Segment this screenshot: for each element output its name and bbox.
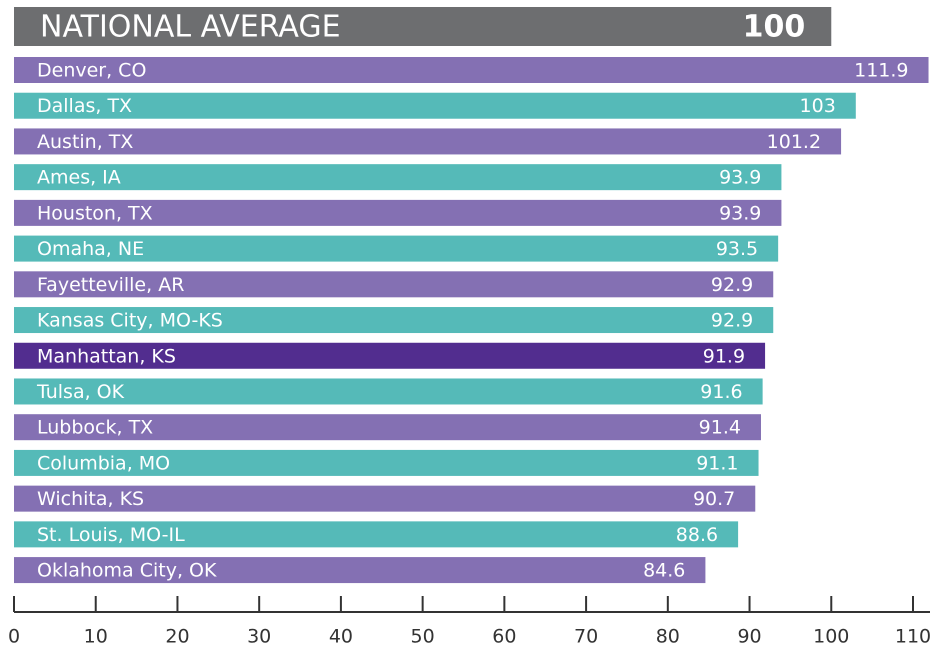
bar-label: Fayetteville, AR: [37, 274, 184, 296]
x-tick-label: 10: [84, 626, 108, 646]
x-tick-label: 0: [8, 626, 20, 646]
x-tick-label: 60: [492, 626, 516, 646]
value-label: 93.9: [719, 167, 761, 189]
value-label: 103: [800, 95, 836, 117]
bar-label: St. Louis, MO-IL: [37, 524, 185, 546]
bar-label: Ames, IA: [37, 167, 121, 189]
bar: [14, 271, 774, 298]
value-label: 91.4: [699, 417, 741, 439]
value-label: 93.5: [716, 238, 758, 260]
bar: [14, 128, 842, 155]
bar-label: Tulsa, OK: [36, 381, 125, 403]
bar-label: Lubbock, TX: [37, 417, 153, 439]
value-label: 88.6: [676, 524, 718, 546]
x-tick-label: 70: [574, 626, 598, 646]
bar-label: Houston, TX: [37, 202, 153, 224]
bar: [14, 307, 774, 334]
x-tick-label: 90: [737, 626, 761, 646]
bar-label: Omaha, NE: [37, 238, 144, 260]
bar-label: Dallas, TX: [37, 95, 132, 117]
bar: [14, 521, 739, 548]
bar: [14, 378, 763, 405]
value-label: 111.9: [854, 60, 908, 82]
x-tick-label: 40: [329, 626, 353, 646]
reference-value: 100: [743, 10, 806, 45]
bar: [14, 414, 761, 441]
bar: [14, 557, 706, 584]
bar-label: Denver, CO: [37, 60, 146, 82]
bar-label: Columbia, MO: [37, 452, 170, 474]
value-label: 91.6: [700, 381, 742, 403]
x-tick-label: 110: [895, 626, 931, 646]
x-tick-label: 20: [165, 626, 189, 646]
bar: [14, 199, 782, 226]
value-label: 90.7: [693, 488, 735, 510]
value-label: 91.9: [703, 345, 745, 367]
bar-label: Manhattan, KS: [37, 345, 176, 367]
bar: [14, 235, 779, 262]
x-tick-label: 100: [813, 626, 849, 646]
reference-label: NATIONAL AVERAGE: [40, 10, 341, 45]
x-tick-label: 30: [247, 626, 271, 646]
value-label: 92.9: [711, 274, 753, 296]
x-tick-label: 50: [411, 626, 435, 646]
bar-label: Austin, TX: [37, 131, 133, 153]
bar: [14, 449, 759, 476]
value-label: 93.9: [719, 202, 761, 224]
value-label: 92.9: [711, 310, 753, 332]
bar-label: Oklahoma City, OK: [37, 560, 217, 582]
bar-label: Kansas City, MO-KS: [37, 310, 223, 332]
bar: [14, 92, 856, 119]
reference-bar: [14, 7, 832, 46]
bar: [14, 485, 756, 512]
bar: [14, 57, 929, 83]
bar: [14, 164, 782, 191]
x-tick-label: 80: [656, 626, 680, 646]
value-label: 101.2: [767, 131, 821, 153]
bar-label: Wichita, KS: [37, 488, 144, 510]
bar: [14, 342, 766, 369]
value-label: 84.6: [643, 560, 685, 582]
value-label: 91.1: [696, 452, 738, 474]
